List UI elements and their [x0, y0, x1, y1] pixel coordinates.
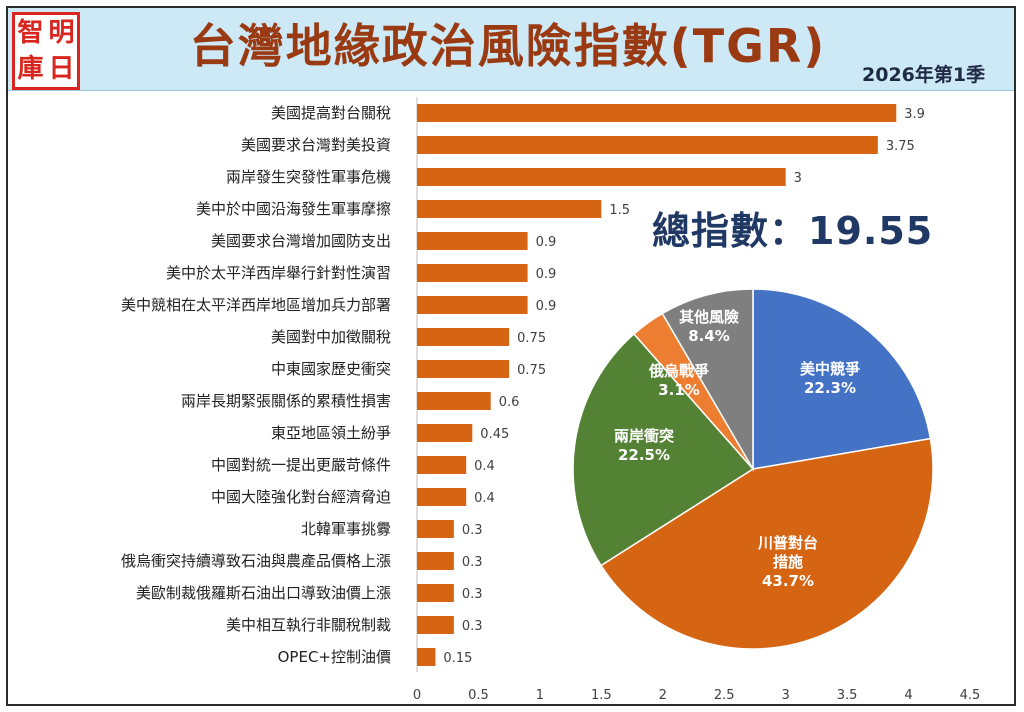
logo-char: 庫	[17, 54, 44, 84]
category-label: 美中競相在太平洋西岸地區增加兵力部署	[121, 296, 391, 314]
data-label: 0.9	[536, 299, 557, 314]
x-tick-label: 1.5	[591, 688, 612, 703]
category-label: 中東國家歷史衝突	[271, 360, 391, 378]
pie-slice	[572, 332, 755, 567]
pie-slice-name: 美中競爭	[800, 360, 860, 378]
data-label: 3.75	[886, 139, 915, 154]
bar	[417, 136, 878, 154]
data-label: 0.4	[474, 491, 495, 506]
bar	[417, 584, 454, 602]
data-label: 0.3	[462, 523, 483, 538]
pie-slice-name: 川普對台	[757, 534, 818, 552]
x-tick-label: 4.5	[960, 688, 981, 703]
bar	[417, 648, 436, 666]
x-tick-label: 4	[904, 688, 912, 703]
data-label: 0.3	[462, 587, 483, 602]
page-title: 台灣地緣政治風險指數(TGR)	[189, 19, 827, 73]
bar	[417, 200, 602, 218]
x-tick-label: 3	[782, 688, 790, 703]
x-tick-label: 0.5	[468, 688, 489, 703]
pie-slice-percent: 22.3%	[804, 379, 856, 397]
category-label: 東亞地區領土紛爭	[271, 424, 391, 442]
pie-slice-name: 措施	[773, 553, 803, 571]
category-label: 美國對中加徵關稅	[271, 328, 391, 346]
category-label: 美中於中國沿海發生軍事摩擦	[196, 200, 391, 218]
bar	[417, 392, 491, 410]
data-label: 0.75	[517, 363, 546, 378]
data-label: 0.75	[517, 331, 546, 346]
bar	[417, 488, 467, 506]
bar	[417, 232, 528, 250]
category-label: 俄烏衝突持續導致石油與農產品價格上漲	[121, 552, 391, 570]
x-tick-label: 3.5	[837, 688, 858, 703]
x-tick-label: 2.5	[714, 688, 735, 703]
logo-char: 智	[17, 18, 44, 48]
data-label: 0.15	[443, 651, 472, 666]
category-label: 美國提高對台關稅	[271, 104, 391, 122]
pie-slice	[752, 288, 932, 470]
bar	[417, 424, 473, 442]
data-label: 0.3	[462, 619, 483, 634]
bar	[417, 552, 454, 570]
logo-char: 日	[48, 54, 75, 84]
data-label: 0.9	[536, 235, 557, 250]
data-label: 0.4	[474, 459, 495, 474]
x-tick-label: 0	[413, 688, 421, 703]
category-label: 北韓軍事挑釁	[301, 520, 391, 538]
pie-slice-name: 兩岸衝突	[614, 427, 674, 445]
bar	[417, 104, 897, 122]
x-tick-label: 1	[536, 688, 544, 703]
pie-slice-name: 其他風險	[679, 308, 739, 326]
pie-slice-percent: 3.1%	[658, 381, 700, 399]
category-label: 美中於太平洋西岸舉行針對性演習	[166, 264, 391, 282]
data-label: 3.9	[904, 107, 925, 122]
category-label: 兩岸長期緊張關係的累積性損害	[181, 392, 391, 410]
bar	[417, 296, 528, 314]
x-tick-label: 2	[659, 688, 667, 703]
title-banner	[8, 8, 1014, 91]
bar	[417, 616, 454, 634]
logo: 智 明 庫 日	[12, 12, 80, 90]
category-label: 美國要求台灣增加國防支出	[211, 232, 391, 250]
data-label: 0.9	[536, 267, 557, 282]
data-label: 1.5	[609, 203, 630, 218]
bar	[417, 456, 467, 474]
category-label: 美國要求台灣對美投資	[241, 136, 391, 154]
category-label: 美中相互執行非關稅制裁	[226, 616, 391, 634]
bar	[417, 328, 510, 346]
bar	[417, 264, 528, 282]
total-index: 總指數：19.55	[652, 209, 934, 253]
category-label: 美歐制裁俄羅斯石油出口導致油價上漲	[136, 584, 391, 602]
data-label: 0.6	[499, 395, 520, 410]
pie-slice-name: 俄烏戰爭	[648, 362, 709, 380]
pie-slice	[661, 288, 754, 472]
bar	[417, 168, 786, 186]
bar	[417, 520, 454, 538]
data-label: 0.45	[480, 427, 509, 442]
page-subtitle: 2026年第1季	[862, 64, 986, 86]
category-label: 中國大陸強化對台經濟脅迫	[211, 488, 391, 506]
bar	[417, 360, 510, 378]
pie-slice-percent: 43.7%	[762, 572, 814, 590]
category-label: 中國對統一提出更嚴苛條件	[211, 456, 391, 474]
pie-slice-percent: 8.4%	[688, 327, 730, 345]
pie-slice-percent: 22.5%	[618, 446, 670, 464]
data-label: 3	[794, 171, 802, 186]
category-label: OPEC+控制油價	[278, 648, 391, 666]
logo-char: 明	[48, 18, 75, 48]
data-label: 0.3	[462, 555, 483, 570]
category-label: 兩岸發生突發性軍事危機	[226, 168, 391, 186]
pie-slice	[599, 437, 934, 650]
